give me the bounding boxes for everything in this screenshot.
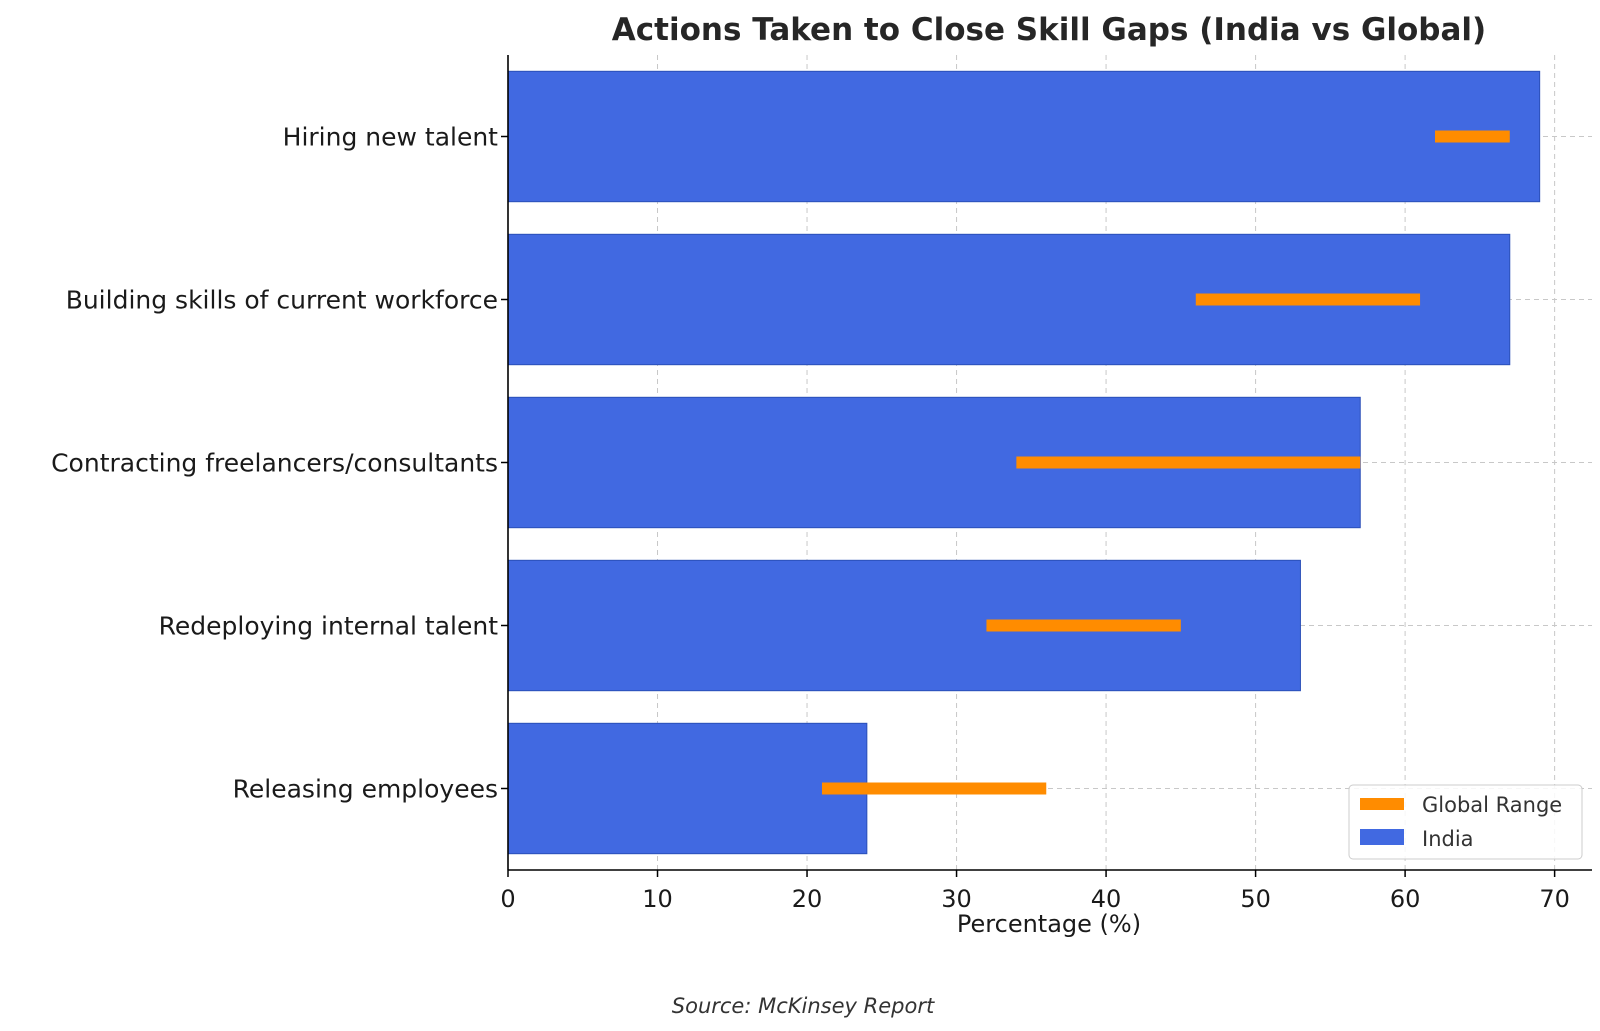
- x-tick-label-40: 40: [1091, 885, 1122, 913]
- x-tick-label-70: 70: [1539, 885, 1570, 913]
- global-range-bar: [1435, 130, 1510, 143]
- x-tick-label-20: 20: [792, 885, 823, 913]
- global-range-bars: [821, 130, 1510, 795]
- global-range-bar: [1195, 293, 1421, 306]
- global-range-bar: [1016, 456, 1361, 469]
- x-tick-label-60: 60: [1390, 885, 1421, 913]
- india-bar: [507, 722, 868, 855]
- legend-swatch-global-range: [1360, 798, 1404, 810]
- x-tick-label-0: 0: [500, 885, 515, 913]
- category-labels: Hiring new talent Building skills of curr…: [51, 123, 498, 804]
- x-tick-label-10: 10: [642, 885, 673, 913]
- axes: [501, 55, 1592, 877]
- x-tick-labels: 0 10 20 30 40 50 60 70: [500, 885, 1570, 913]
- india-bars: [507, 70, 1541, 855]
- category-label: Contracting freelancers/consultants: [51, 449, 498, 478]
- legend-label-global-range: Global Range: [1422, 793, 1562, 817]
- india-bar: [507, 70, 1541, 203]
- legend-swatch-india: [1360, 829, 1404, 845]
- chart-title: Actions Taken to Close Skill Gaps (India…: [612, 12, 1486, 48]
- legend: Global Range India: [1348, 784, 1583, 860]
- global-range-bar: [821, 782, 1047, 795]
- legend-label-india: India: [1422, 827, 1474, 851]
- x-axis-label: Percentage (%): [957, 910, 1141, 938]
- global-range-bar: [986, 619, 1181, 632]
- legend-frame: [1348, 784, 1583, 860]
- category-label: Redeploying internal talent: [159, 612, 499, 641]
- category-label: Building skills of current workforce: [66, 286, 498, 315]
- x-tick-label-50: 50: [1240, 885, 1271, 913]
- source-note: Source: McKinsey Report: [672, 994, 935, 1018]
- x-tick-label-30: 30: [941, 885, 972, 913]
- india-bar: [507, 559, 1301, 692]
- category-label: Releasing employees: [233, 775, 498, 804]
- category-label: Hiring new talent: [283, 123, 499, 152]
